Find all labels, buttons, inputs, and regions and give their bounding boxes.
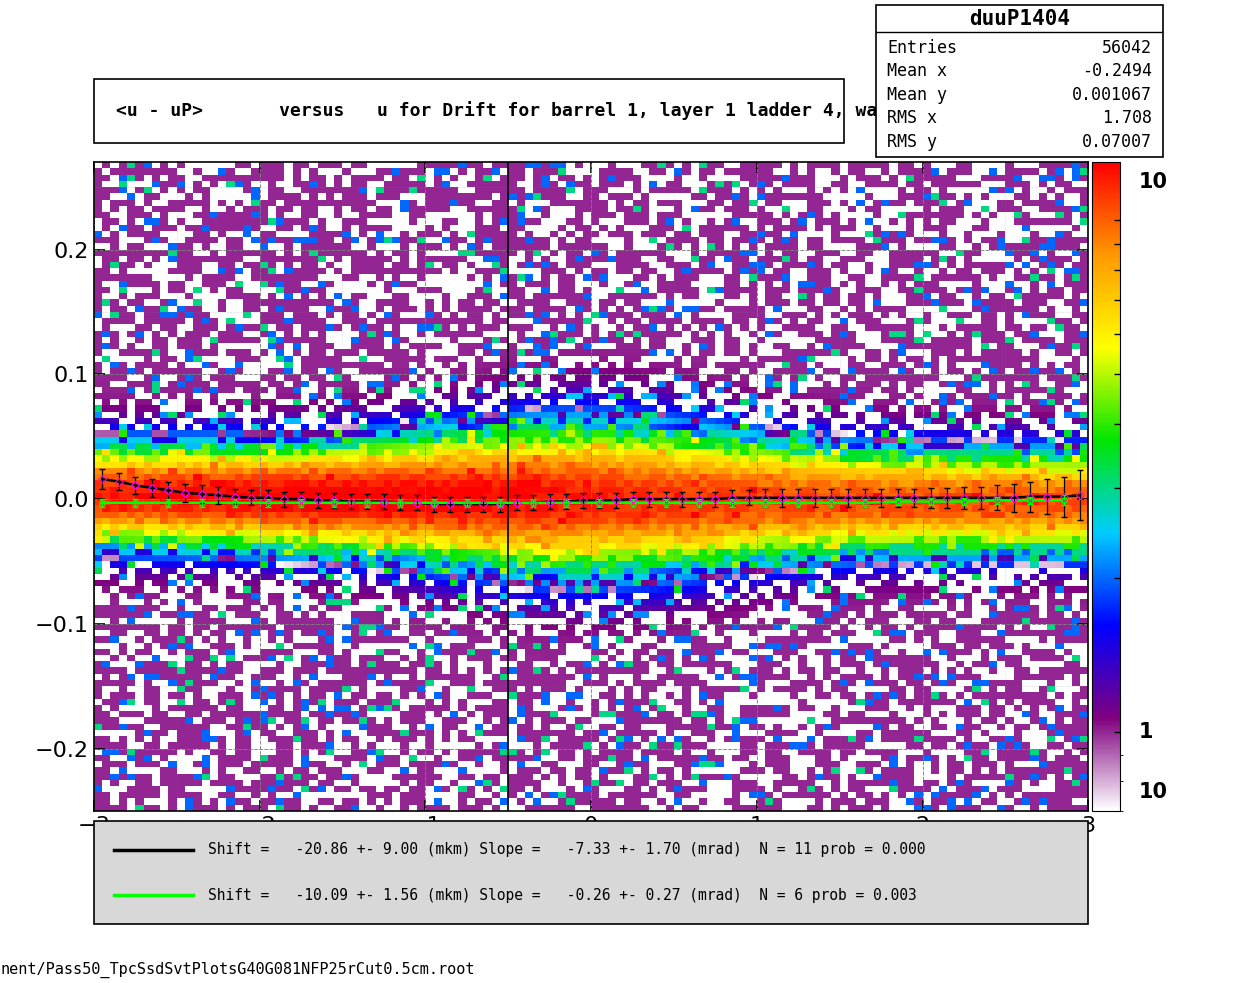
Text: 0.001067: 0.001067 [1072,86,1152,104]
Text: nent/Pass50_TpcSsdSvtPlotsG40G081NFP25rCut0.5cm.root: nent/Pass50_TpcSsdSvtPlotsG40G081NFP25rC… [0,962,474,978]
Text: Entries: Entries [887,38,957,57]
Text: 56042: 56042 [1102,38,1152,57]
Text: Mean y: Mean y [887,86,947,104]
Text: 0.07007: 0.07007 [1082,133,1152,151]
Text: 1.708: 1.708 [1102,109,1152,128]
Text: Shift =   -20.86 +- 9.00 (mkm) Slope =   -7.33 +- 1.70 (mrad)  N = 11 prob = 0.0: Shift = -20.86 +- 9.00 (mkm) Slope = -7.… [208,842,926,857]
Text: 10: 10 [1138,781,1167,801]
Text: duuP1404: duuP1404 [970,9,1070,29]
Text: RMS x: RMS x [887,109,937,128]
Text: Shift =   -10.09 +- 1.56 (mkm) Slope =   -0.26 +- 0.27 (mrad)  N = 6 prob = 0.00: Shift = -10.09 +- 1.56 (mkm) Slope = -0.… [208,888,917,902]
FancyBboxPatch shape [876,5,1163,157]
Text: -0.2494: -0.2494 [1082,62,1152,81]
Text: 10: 10 [1138,172,1167,192]
FancyBboxPatch shape [94,821,1088,924]
FancyBboxPatch shape [94,79,844,143]
Text: Mean x: Mean x [887,62,947,81]
Text: 1: 1 [1138,722,1153,742]
Text: RMS y: RMS y [887,133,937,151]
Text: <u - uP>       versus   u for Drift for barrel 1, layer 1 ladder 4, wafer 4: <u - uP> versus u for Drift for barrel 1… [116,101,932,120]
